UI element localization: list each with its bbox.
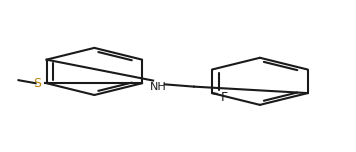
Text: F: F [220, 92, 227, 104]
Text: NH: NH [150, 82, 167, 92]
Text: S: S [33, 77, 41, 90]
